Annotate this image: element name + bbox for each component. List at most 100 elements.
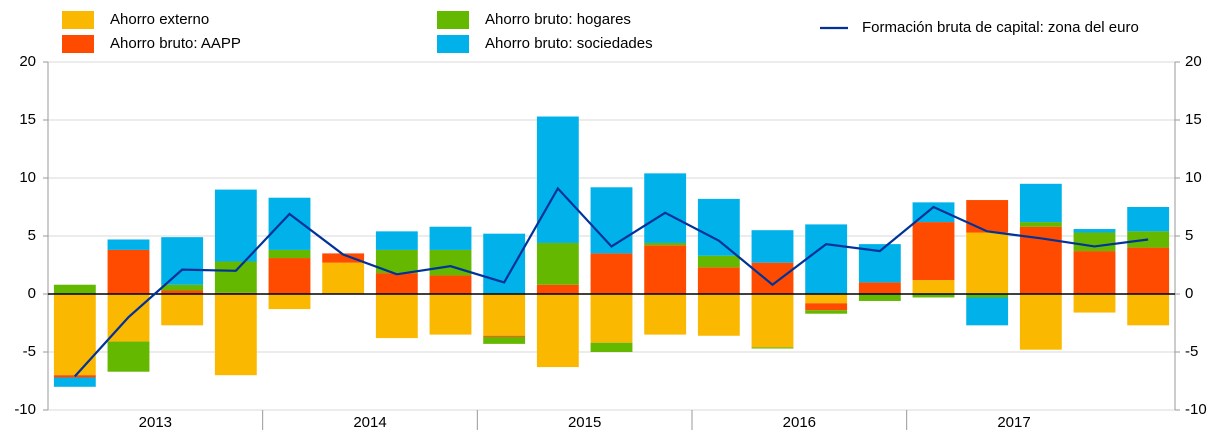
- y2-tick-label: 10: [1185, 169, 1202, 186]
- bar: [107, 341, 150, 372]
- bar: [53, 375, 96, 378]
- bar: [1019, 183, 1062, 223]
- bar: [805, 294, 848, 304]
- y-tick-label: 15: [19, 111, 36, 128]
- y2-tick-label: 15: [1185, 111, 1202, 128]
- x-tick-label: 2017: [997, 414, 1030, 431]
- bar: [483, 336, 526, 344]
- bar: [912, 280, 955, 294]
- bar: [536, 116, 579, 243]
- legend-label: Ahorro externo: [110, 11, 209, 28]
- bar: [322, 262, 365, 294]
- bar: [214, 294, 257, 376]
- bar: [483, 233, 526, 294]
- bar: [161, 284, 204, 291]
- bar: [107, 249, 150, 294]
- line: [74, 186, 1149, 378]
- bar: [268, 249, 311, 259]
- bar: [322, 253, 365, 263]
- bar: [1073, 232, 1116, 252]
- bar: [858, 282, 901, 294]
- bar: [590, 342, 633, 352]
- y-tick-label: 20: [19, 53, 36, 70]
- bar: [1073, 294, 1116, 313]
- bar: [697, 198, 740, 256]
- bar: [858, 294, 901, 301]
- y2-tick-label: 5: [1185, 227, 1193, 244]
- bar: [429, 294, 472, 335]
- bar: [590, 253, 633, 294]
- bar: [697, 294, 740, 336]
- y-tick-label: -5: [23, 343, 36, 360]
- bar: [1073, 251, 1116, 294]
- bar: [536, 294, 579, 368]
- bar: [751, 230, 794, 263]
- legend-swatch: [62, 35, 94, 53]
- bar: [590, 187, 633, 254]
- x-tick-label: 2013: [139, 414, 172, 431]
- y-tick-label: -10: [14, 401, 36, 418]
- bar: [912, 294, 955, 298]
- bar: [1127, 207, 1170, 232]
- bar: [644, 294, 687, 335]
- bar: [483, 335, 526, 337]
- x-tick-label: 2016: [783, 414, 816, 431]
- bar: [1019, 222, 1062, 227]
- bar: [1127, 294, 1170, 326]
- bar: [375, 273, 418, 294]
- bar: [536, 242, 579, 285]
- legend-swatch: [62, 11, 94, 29]
- bar: [375, 249, 418, 274]
- bar: [161, 290, 204, 294]
- bar: [161, 294, 204, 326]
- bar: [536, 284, 579, 294]
- bar: [912, 222, 955, 281]
- bar: [161, 237, 204, 285]
- y2-tick-label: 20: [1185, 53, 1202, 70]
- legend-label: Ahorro bruto: AAPP: [110, 35, 241, 52]
- bar: [644, 245, 687, 294]
- bar: [805, 224, 848, 294]
- bar: [966, 232, 1009, 294]
- legend-label: Ahorro bruto: sociedades: [485, 35, 653, 52]
- legend-label: Formación bruta de capital: zona del eur…: [862, 19, 1139, 36]
- bar: [375, 294, 418, 339]
- y2-tick-label: 0: [1185, 285, 1193, 302]
- bar: [483, 294, 526, 336]
- bar: [429, 226, 472, 250]
- bar: [966, 200, 1009, 233]
- bar: [1073, 229, 1116, 233]
- bar: [697, 267, 740, 294]
- x-tick-label: 2015: [568, 414, 601, 431]
- bar: [53, 377, 96, 387]
- y2-tick-label: -5: [1185, 343, 1198, 360]
- bar: [268, 294, 311, 310]
- bar: [1127, 231, 1170, 248]
- y2-tick-label: -10: [1185, 401, 1207, 418]
- legend-swatch: [437, 35, 469, 53]
- bar: [966, 297, 1009, 326]
- bar: [751, 347, 794, 349]
- x-tick-label: 2014: [353, 414, 386, 431]
- bar: [590, 294, 633, 343]
- legend-swatch: [437, 11, 469, 29]
- bar: [107, 239, 150, 250]
- y-tick-label: 5: [28, 227, 36, 244]
- bar: [53, 294, 96, 376]
- y-tick-label: 0: [28, 285, 36, 302]
- bar: [966, 294, 1009, 298]
- bar: [429, 275, 472, 294]
- bar: [912, 202, 955, 223]
- bar: [644, 242, 687, 246]
- bar: [644, 173, 687, 243]
- bar: [751, 262, 794, 294]
- bar: [805, 303, 848, 311]
- bar: [697, 255, 740, 268]
- bar: [1019, 294, 1062, 350]
- bar: [805, 310, 848, 314]
- bar: [375, 231, 418, 250]
- bar: [1127, 247, 1170, 294]
- y-tick-label: 10: [19, 169, 36, 186]
- bar: [751, 294, 794, 348]
